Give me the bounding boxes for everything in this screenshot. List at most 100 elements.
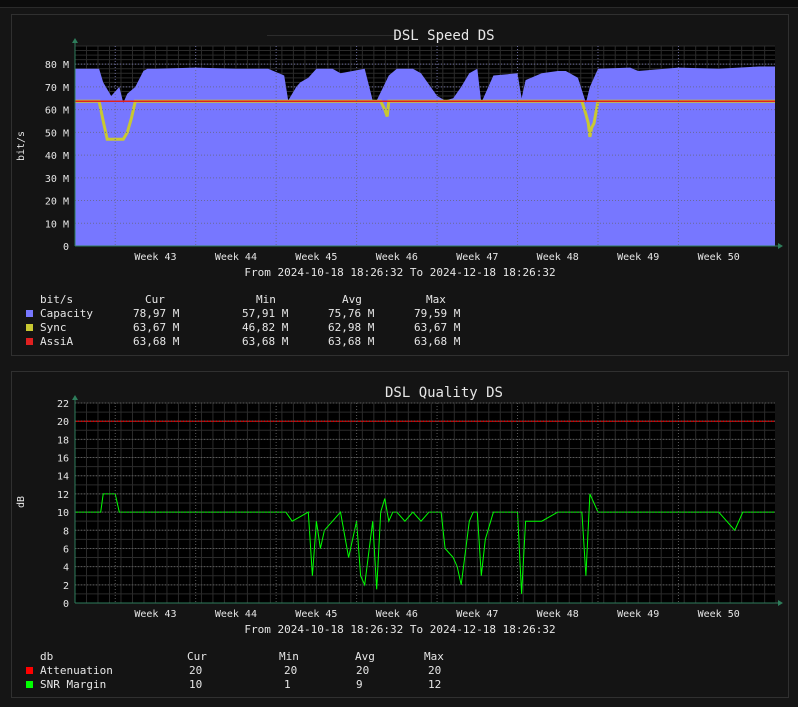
series-area-capacity <box>75 66 775 246</box>
top-bar <box>0 0 798 8</box>
x-tick-label: Week 44 <box>215 252 257 263</box>
legend-series-name: Attenuation <box>40 664 113 677</box>
y-tick-label: 18 <box>57 435 69 446</box>
x-tick-label: Week 43 <box>134 609 176 620</box>
y-tick-label: 22 <box>57 399 69 410</box>
legend-row: Attenuation 20 20 20 20 <box>26 664 506 678</box>
legend-value-cur: 78,97 M <box>133 307 180 320</box>
legend-value-min: 1 <box>284 678 291 691</box>
grid-major <box>75 46 775 247</box>
legend-series-name: Sync <box>40 321 67 334</box>
legend-column-header: Avg <box>342 293 362 306</box>
quality-chart-panel: DSL Quality DS dB From 2024-10-18 18:26:… <box>11 371 789 698</box>
y-tick-label: 10 <box>57 508 69 519</box>
legend-row: Sync 63,67 M 46,82 M 62,98 M 63,67 M <box>26 321 506 335</box>
legend-swatch <box>26 324 33 331</box>
y-tick-label: 8 <box>63 526 69 537</box>
legend-header: bit/s Cur Min Avg Max <box>26 293 506 307</box>
y-tick-label: 2 <box>63 581 69 592</box>
legend-value-max: 63,68 M <box>414 335 461 348</box>
legend-unit: bit/s <box>40 293 74 306</box>
legend-series-name: SNR Margin <box>40 678 107 691</box>
divider <box>267 35 407 36</box>
legend-value-cur: 63,67 M <box>133 321 180 334</box>
speed-chart-panel: DSL Speed DS bit/s From 2024-10-18 18:26… <box>11 14 789 356</box>
legend-column-header: Cur <box>187 650 207 663</box>
x-tick-label: Week 49 <box>617 252 659 263</box>
legend-series-name: AssiA <box>40 335 74 348</box>
y-axis-arrow <box>72 38 78 43</box>
speed-chart-svg: DSL Speed DS bit/s From 2024-10-18 18:26… <box>16 28 783 279</box>
x-axis-arrow <box>778 243 783 249</box>
x-tick-label: Week 43 <box>134 252 176 263</box>
x-tick-label: Week 47 <box>456 609 498 620</box>
y-tick-label: 10 M <box>45 219 69 230</box>
legend-value-min: 57,91 M <box>242 307 289 320</box>
x-tick-label: Week 48 <box>537 252 579 263</box>
y-tick-label: 4 <box>63 563 69 574</box>
legend-row: AssiA 63,68 M 63,68 M 63,68 M 63,68 M <box>26 335 506 349</box>
quality-legend: db Cur Min Avg Max Attenuation 20 20 20 20 SNR Mar… <box>26 650 506 692</box>
legend-column-header: Avg <box>355 650 375 663</box>
legend-value-avg: 9 <box>356 678 363 691</box>
legend-value-cur: 20 <box>189 664 203 677</box>
legend-value-avg: 75,76 M <box>328 307 375 320</box>
y-tick-label: 6 <box>63 544 69 555</box>
y-axis-arrow <box>72 395 78 400</box>
legend-series-name: Capacity <box>40 307 93 320</box>
series-line-sync <box>75 99 775 141</box>
legend-value-avg: 62,98 M <box>328 321 375 334</box>
y-tick-label: 40 M <box>45 151 69 162</box>
y-tick-label: 30 M <box>45 174 69 185</box>
legend-row: SNR Margin 10 1 9 12 <box>26 678 506 692</box>
y-tick-label: 16 <box>57 454 69 465</box>
x-tick-label: Week 45 <box>295 609 337 620</box>
legend-header: db Cur Min Avg Max <box>26 650 506 664</box>
x-tick-label: Week 48 <box>537 609 579 620</box>
legend-unit: db <box>40 650 54 663</box>
legend-swatch <box>26 310 33 317</box>
y-tick-label: 80 M <box>45 60 69 71</box>
speed-legend: bit/s Cur Min Avg Max Capacity 78,97 M 57,91 M 7… <box>26 293 506 349</box>
x-tick-label: Week 50 <box>698 252 740 263</box>
legend-column-header: Cur <box>145 293 165 306</box>
x-tick-label: Week 50 <box>698 609 740 620</box>
series-line-snr-margin <box>75 493 775 594</box>
chart-title: DSL Speed DS <box>393 28 494 44</box>
y-tick-label: 0 <box>63 242 69 253</box>
x-axis-arrow <box>778 600 783 606</box>
quality-chart-svg: DSL Quality DS dB From 2024-10-18 18:26:… <box>16 385 783 634</box>
y-tick-label: 50 M <box>45 128 69 139</box>
legend-column-header: Min <box>279 650 299 663</box>
legend-column-header: Max <box>426 293 446 306</box>
x-tick-label: Week 47 <box>456 252 498 263</box>
legend-value-max: 63,67 M <box>414 321 461 334</box>
y-tick-label: 20 M <box>45 197 69 208</box>
legend-value-avg: 20 <box>356 664 370 677</box>
grid-major <box>75 402 775 604</box>
legend-value-max: 12 <box>428 678 442 691</box>
legend-value-min: 20 <box>284 664 298 677</box>
legend-value-min: 46,82 M <box>242 321 289 334</box>
x-tick-label: Week 46 <box>376 252 418 263</box>
y-axis-label: bit/s <box>16 131 27 161</box>
legend-value-min: 63,68 M <box>242 335 289 348</box>
legend-column-header: Min <box>256 293 276 306</box>
legend-value-cur: 10 <box>189 678 203 691</box>
legend-value-cur: 63,68 M <box>133 335 180 348</box>
legend-value-max: 79,59 M <box>414 307 461 320</box>
legend-swatch <box>26 667 33 674</box>
chart-footer: From 2024-10-18 18:26:32 To 2024-12-18 1… <box>244 623 555 634</box>
x-tick-label: Week 49 <box>617 609 659 620</box>
y-tick-label: 60 M <box>45 106 69 117</box>
legend-row: Capacity 78,97 M 57,91 M 75,76 M 79,59 M <box>26 307 506 321</box>
y-tick-label: 14 <box>57 472 69 483</box>
legend-value-max: 20 <box>428 664 442 677</box>
legend-swatch <box>26 681 33 688</box>
legend-value-avg: 63,68 M <box>328 335 375 348</box>
x-tick-label: Week 45 <box>295 252 337 263</box>
y-tick-label: 20 <box>57 417 69 428</box>
x-tick-label: Week 44 <box>215 609 257 620</box>
chart-title: DSL Quality DS <box>385 385 503 401</box>
legend-swatch <box>26 338 33 345</box>
